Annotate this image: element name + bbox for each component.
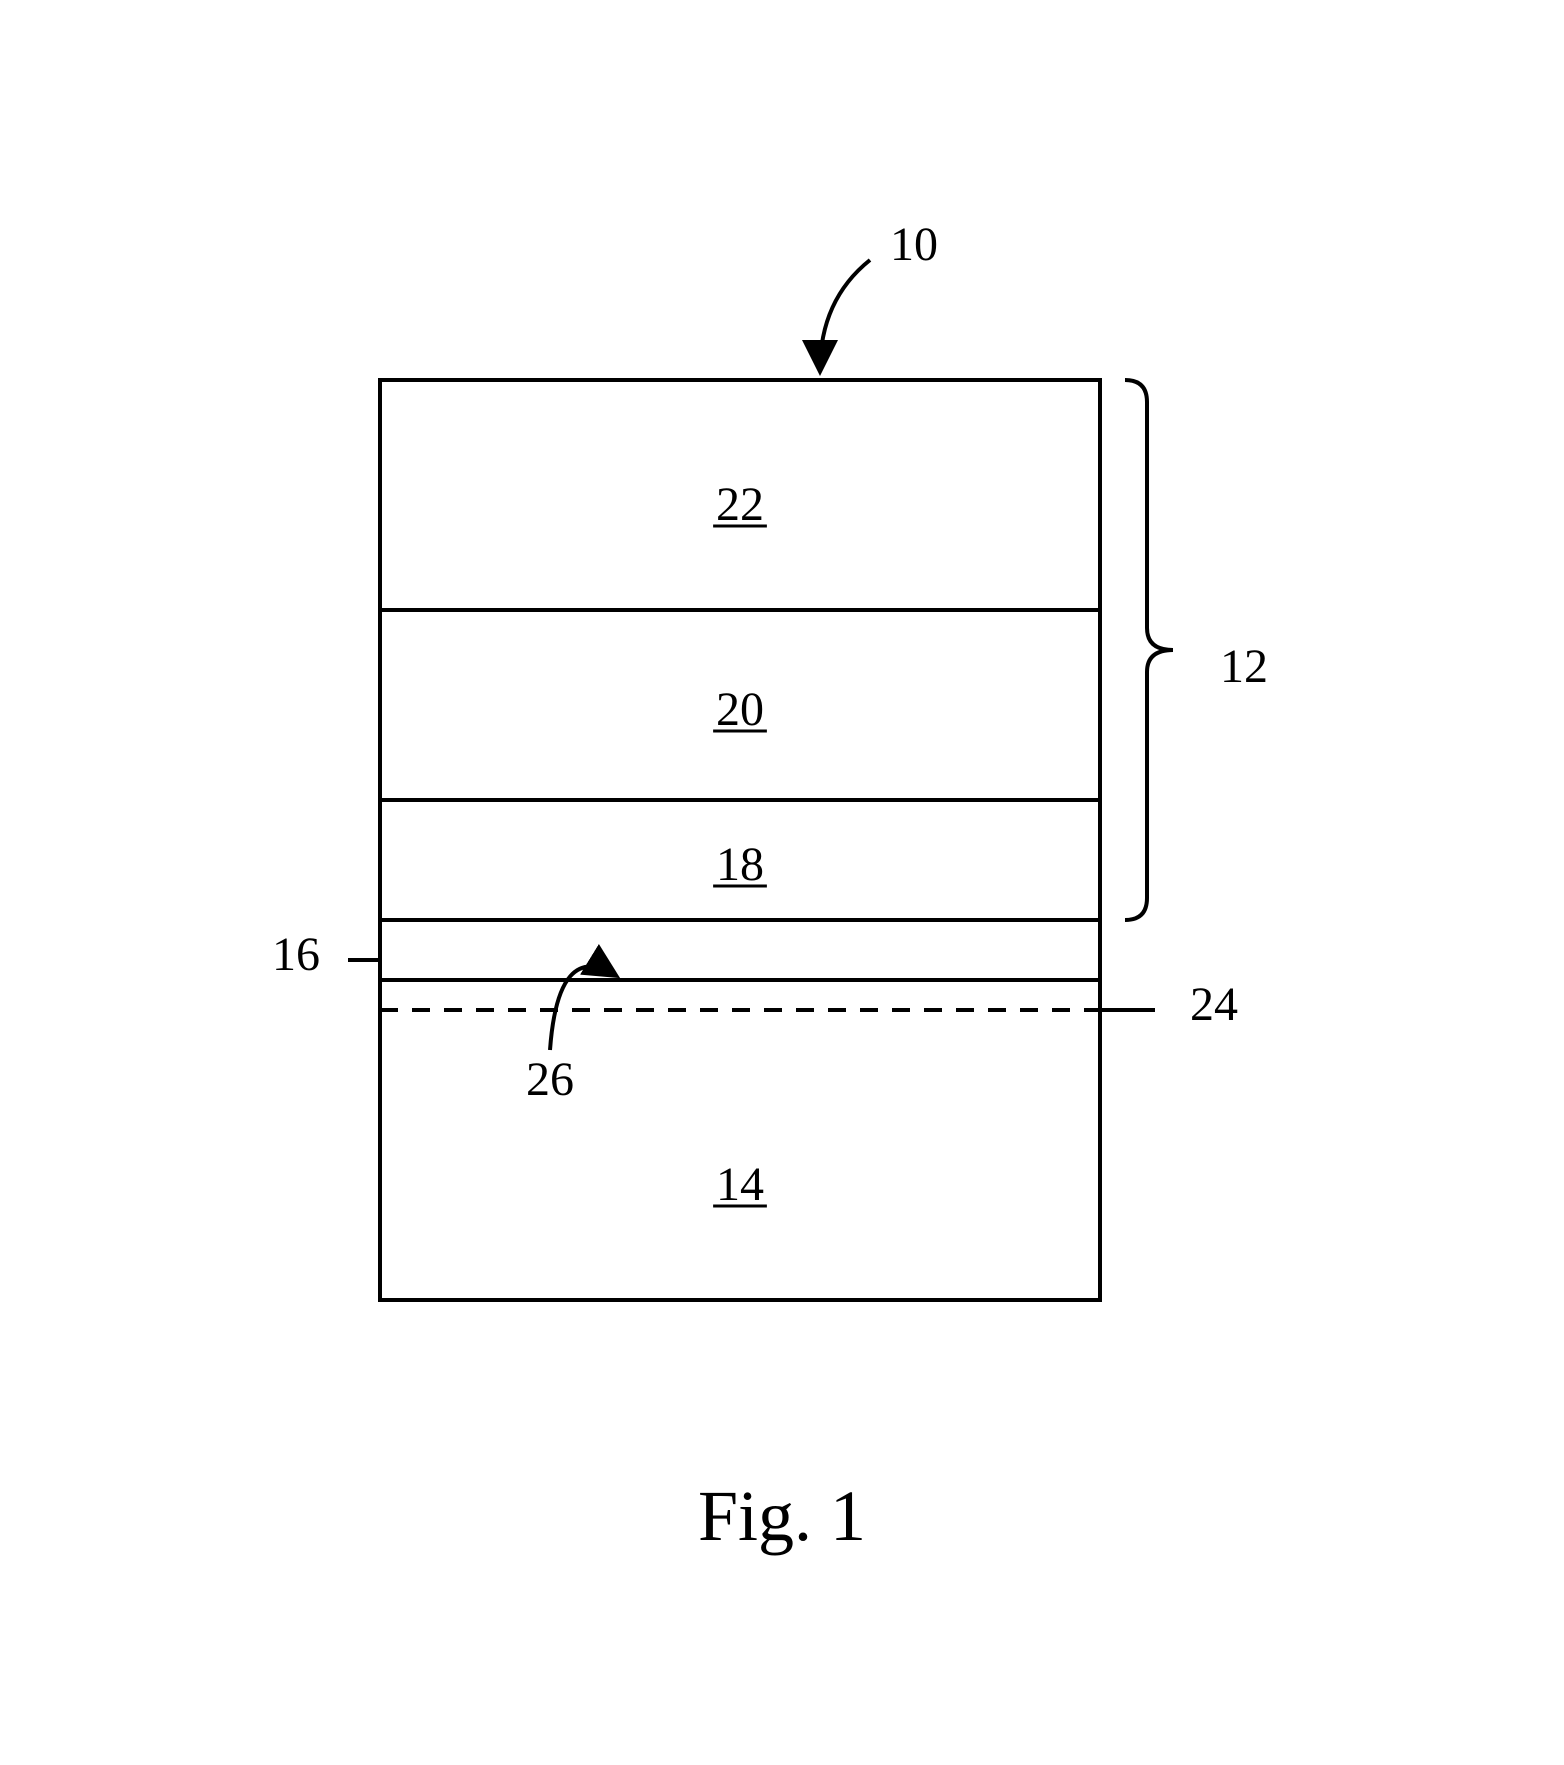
label-16: 16: [272, 928, 320, 981]
patent-figure: 22 20 18 14 12 10 16 24 26 Fig. 1: [0, 0, 1564, 1765]
figure-caption: Fig. 1: [698, 1476, 866, 1556]
label-layer-22: 22: [716, 478, 764, 531]
arrow-10: [820, 260, 870, 370]
label-layer-18: 18: [716, 838, 764, 891]
brace-12: [1125, 380, 1173, 920]
label-26: 26: [526, 1053, 574, 1106]
label-10: 10: [890, 218, 938, 271]
label-layer-14: 14: [716, 1158, 764, 1211]
label-layer-20: 20: [716, 683, 764, 736]
label-12: 12: [1220, 640, 1268, 693]
label-24: 24: [1190, 978, 1238, 1031]
